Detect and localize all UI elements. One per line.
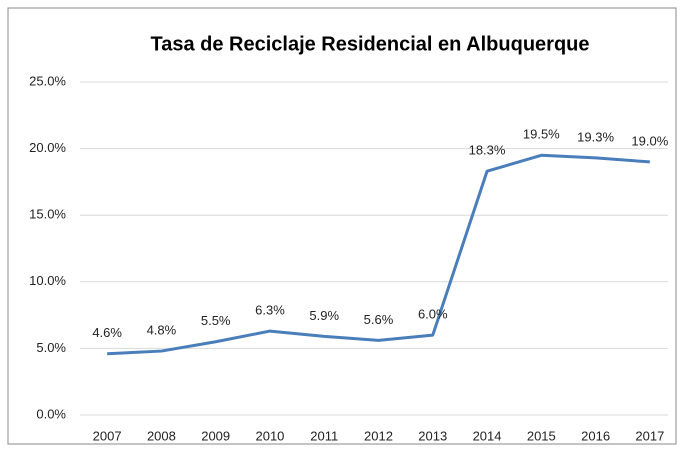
data-label: 5.9%: [309, 308, 339, 323]
data-label: 6.3%: [255, 303, 285, 318]
y-tick-label: 10.0%: [29, 273, 66, 288]
data-label: 18.3%: [469, 143, 506, 158]
data-line: [107, 153, 650, 356]
data-label: 6.0%: [418, 307, 448, 322]
y-tick-label: 20.0%: [29, 140, 66, 155]
data-label: 4.6%: [92, 325, 122, 340]
x-tick-label: 2008: [147, 428, 176, 443]
x-tick-label: 2016: [581, 428, 610, 443]
x-tick-label: 2011: [310, 428, 338, 443]
chart-title: Tasa de Reciclaje Residencial en Albuque…: [150, 33, 589, 55]
y-tick-label: 0.0%: [36, 406, 66, 421]
data-label: 19.5%: [523, 127, 560, 142]
x-tick-label: 2010: [255, 428, 284, 443]
data-label: 5.6%: [364, 312, 394, 327]
y-tick-label: 25.0%: [29, 73, 66, 88]
chart-border: [7, 7, 677, 445]
x-tick-label: 2012: [364, 428, 393, 443]
x-tick-label: 2013: [418, 428, 447, 443]
x-tick-label: 2017: [635, 428, 664, 443]
data-label: 19.0%: [631, 133, 668, 148]
x-tick-label: 2009: [201, 428, 230, 443]
x-tick-label: 2015: [527, 428, 556, 443]
data-label: 19.3%: [577, 129, 614, 144]
x-tick-label: 2007: [93, 428, 122, 443]
y-tick-label: 15.0%: [29, 207, 66, 222]
y-tick-label: 5.0%: [36, 340, 66, 355]
data-label: 4.8%: [147, 323, 177, 338]
x-tick-label: 2014: [473, 428, 502, 443]
data-label: 5.5%: [201, 313, 231, 328]
